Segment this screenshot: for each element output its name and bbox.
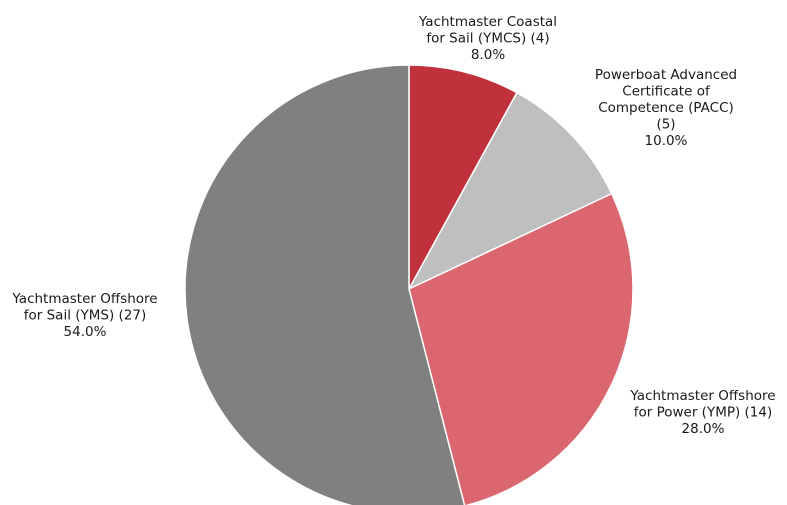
pie-slice-4: [184, 64, 466, 505]
pie-slice-3: [408, 192, 634, 505]
pie-slices: [184, 64, 634, 505]
slice-percent-label: 8.0%: [471, 47, 505, 63]
slice-category-label: Competence (PACC): [598, 100, 734, 116]
slice-category-label: Yachtmaster Coastal: [418, 14, 557, 30]
slice-percent-label: 28.0%: [682, 421, 725, 437]
slice-category-label: Yachtmaster Offshore: [11, 291, 157, 307]
slice-percent-label: 10.0%: [645, 133, 688, 149]
slice-category-label: Powerboat Advanced: [595, 67, 737, 83]
slice-category-label: Certificate of: [622, 84, 711, 100]
slice-category-label: for Power (YMP) (14): [634, 405, 773, 421]
slice-category-label: for Sail (YMCS) (4): [426, 31, 549, 47]
slice-category-label: for Sail (YMS) (27): [24, 308, 147, 324]
pie-slice-1: [408, 64, 518, 290]
slice-category-label: Yachtmaster Offshore: [629, 388, 775, 404]
pie-slice-2: [408, 91, 613, 290]
slice-category-label: (5): [656, 117, 675, 133]
slice-percent-label: 54.0%: [64, 324, 107, 340]
